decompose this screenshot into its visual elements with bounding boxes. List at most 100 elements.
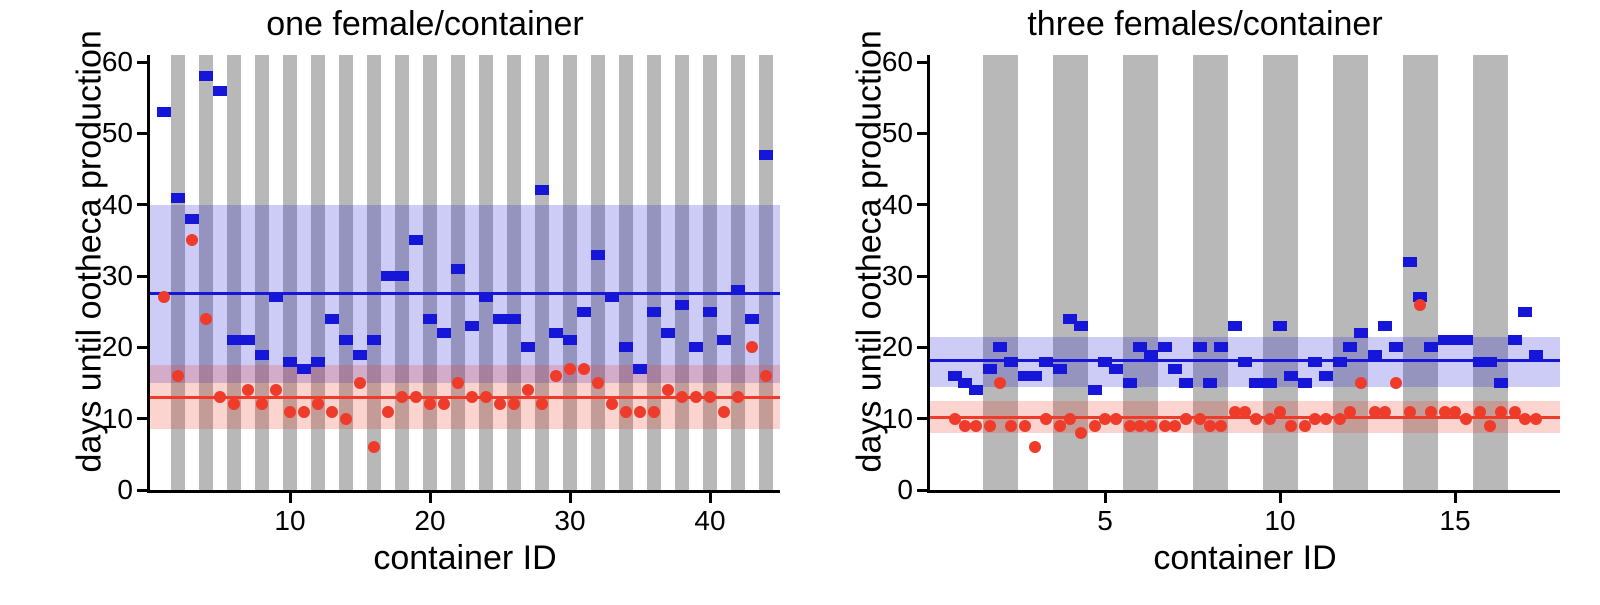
red-point <box>676 391 688 403</box>
red-point <box>1299 420 1311 432</box>
red-point <box>1064 413 1076 425</box>
red-point <box>662 384 674 396</box>
blue-point <box>1273 321 1287 331</box>
x-tick <box>429 493 432 503</box>
blue-point <box>1389 342 1403 352</box>
blue-point <box>1333 357 1347 367</box>
red-point <box>1040 413 1052 425</box>
blue-point <box>591 250 605 260</box>
blue-point <box>969 385 983 395</box>
blue-point <box>1529 350 1543 360</box>
red-point <box>1379 406 1391 418</box>
red-point <box>256 398 268 410</box>
red-point <box>970 420 982 432</box>
panel-right: three females/container01020304050605101… <box>840 0 1570 605</box>
x-axis-line <box>927 490 1560 493</box>
red-point <box>480 391 492 403</box>
red-point <box>1169 420 1181 432</box>
blue-point <box>689 342 703 352</box>
blue-point <box>1263 378 1277 388</box>
blue-point <box>507 314 521 324</box>
red-point <box>424 398 436 410</box>
red-point <box>1320 413 1332 425</box>
red-point <box>1019 420 1031 432</box>
blue-point <box>213 86 227 96</box>
red-point <box>228 398 240 410</box>
y-tick <box>137 489 147 492</box>
red-point <box>704 391 716 403</box>
red-point <box>1460 413 1472 425</box>
blue-point <box>199 71 213 81</box>
y-tick-label: 0 <box>897 474 913 506</box>
red-point <box>340 413 352 425</box>
y-tick <box>137 61 147 64</box>
red-point <box>1250 413 1262 425</box>
red-point <box>732 391 744 403</box>
red-point <box>564 363 576 375</box>
blue-point <box>1193 342 1207 352</box>
blue-point <box>395 271 409 281</box>
plot-area <box>150 55 780 490</box>
blue-point <box>1214 342 1228 352</box>
blue-point <box>1179 378 1193 388</box>
red-point <box>760 370 772 382</box>
blue-point <box>1144 350 1158 360</box>
red-point <box>494 398 506 410</box>
x-axis-label: container ID <box>150 539 780 578</box>
red-point <box>452 377 464 389</box>
blue-point <box>409 235 423 245</box>
red-point <box>270 384 282 396</box>
blue-point <box>269 292 283 302</box>
red-point <box>1180 413 1192 425</box>
x-tick-label: 15 <box>1425 505 1485 537</box>
blue-point <box>1354 328 1368 338</box>
red-point <box>242 384 254 396</box>
red-point <box>508 398 520 410</box>
x-axis-line <box>147 490 780 493</box>
blue-point <box>367 335 381 345</box>
blue-point <box>1424 342 1438 352</box>
blue-point <box>1203 378 1217 388</box>
red-point <box>1355 377 1367 389</box>
red-point <box>354 377 366 389</box>
x-axis-label: container ID <box>930 539 1560 578</box>
blue-point <box>1518 307 1532 317</box>
blue-point <box>647 307 661 317</box>
red-point <box>326 406 338 418</box>
plot-area <box>930 55 1560 490</box>
red-point <box>634 406 646 418</box>
blue-point <box>717 335 731 345</box>
blue-point <box>1483 357 1497 367</box>
blue-point <box>1508 335 1522 345</box>
blue-point <box>185 214 199 224</box>
red-point <box>1344 406 1356 418</box>
panel-left: one female/container01020304050601020304… <box>60 0 790 605</box>
red-point <box>1495 406 1507 418</box>
blue-point <box>353 350 367 360</box>
red-point <box>1029 441 1041 453</box>
blue-mean-line <box>150 292 780 295</box>
panel-title: three females/container <box>840 5 1570 44</box>
blue-point <box>1459 335 1473 345</box>
blue-point <box>1238 357 1252 367</box>
red-point <box>1110 413 1122 425</box>
blue-point <box>437 328 451 338</box>
blue-point <box>255 350 269 360</box>
blue-point <box>731 285 745 295</box>
blue-point <box>563 335 577 345</box>
y-tick <box>917 346 927 349</box>
blue-point <box>521 342 535 352</box>
red-point <box>438 398 450 410</box>
red-point <box>1054 420 1066 432</box>
red-point <box>1089 420 1101 432</box>
x-tick-label: 40 <box>680 505 740 537</box>
blue-point <box>297 364 311 374</box>
blue-point <box>1004 357 1018 367</box>
red-point <box>312 398 324 410</box>
y-axis-label: days until ootheca production <box>71 72 110 472</box>
blue-point <box>983 364 997 374</box>
red-point <box>368 441 380 453</box>
blue-point <box>549 328 563 338</box>
x-tick-label: 20 <box>400 505 460 537</box>
red-point <box>690 391 702 403</box>
